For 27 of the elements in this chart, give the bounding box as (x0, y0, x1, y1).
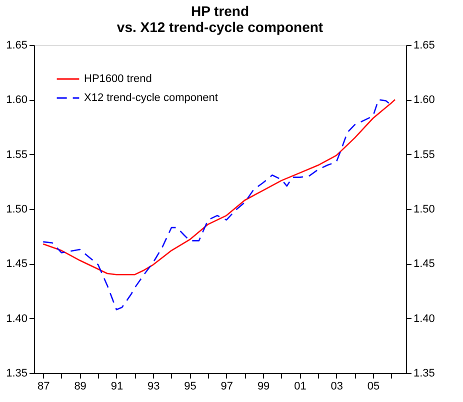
y2-tick-label: 1.35 (414, 368, 435, 380)
x-tick-label: 91 (110, 380, 124, 392)
x-tick-label: 95 (184, 380, 196, 392)
y-tick-label: 1.45 (6, 258, 28, 270)
x-tick-label: 99 (257, 380, 270, 392)
y-tick-label: 1.35 (6, 368, 28, 380)
legend-label: X12 trend-cycle component (84, 92, 218, 104)
y-tick-label: 1.60 (6, 94, 28, 106)
y2-tick-label: 1.55 (414, 148, 435, 161)
y2-tick-label: 1.40 (414, 312, 435, 325)
x-tick-label: 89 (74, 380, 86, 392)
y2-tick-label: 1.45 (414, 258, 435, 270)
y-tick-label: 1.55 (6, 148, 28, 161)
x-tick-label: 01 (294, 380, 306, 392)
x-tick-label: 87 (38, 380, 50, 392)
y2-tick-label: 1.65 (414, 40, 435, 52)
x-tick-label: 93 (147, 380, 160, 392)
x-tick-label: 03 (330, 380, 343, 392)
y-tick-label: 1.65 (6, 40, 28, 52)
y-tick-label: 1.40 (6, 312, 28, 325)
chart-title: HP trend vs. X12 trend-cycle component (116, 3, 324, 35)
y-tick-label: 1.50 (6, 204, 28, 216)
x-tick-label: 05 (367, 380, 380, 392)
x-tick-label: 97 (220, 380, 234, 392)
legend-label: HP1600 trend (84, 73, 152, 85)
y2-tick-label: 1.50 (414, 204, 435, 216)
y2-tick-label: 1.60 (414, 94, 435, 106)
